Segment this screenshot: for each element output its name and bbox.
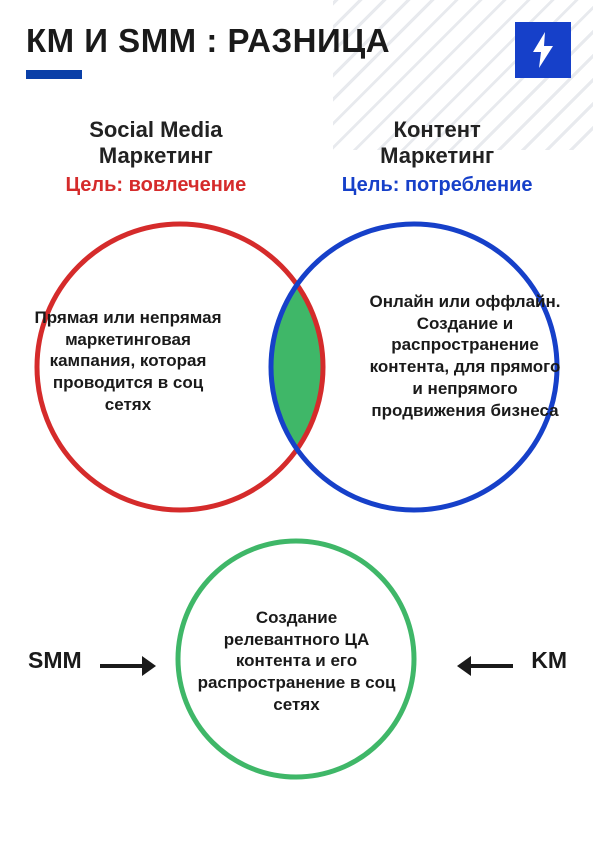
bottom-left-label: SMM [28, 647, 82, 674]
left-title-line2: Маркетинг [99, 143, 213, 168]
right-column-heading: Контент Маркетинг Цель: потребление [307, 117, 567, 197]
left-column-heading: Social Media Маркетинг Цель: вовлечение [26, 117, 286, 197]
content: Social Media Маркетинг Цель: вовлечение … [0, 117, 593, 789]
venn-diagram: Прямая или непрямая маркетинговая кампан… [26, 209, 567, 529]
arrow-right-icon [98, 651, 158, 681]
left-title: Social Media Маркетинг [26, 117, 286, 170]
left-title-line1: Social Media [89, 117, 222, 142]
logo-badge [515, 22, 571, 78]
left-goal: Цель: вовлечение [26, 174, 286, 197]
right-circle-text: Онлайн или оффлайн. Создание и распростр… [365, 291, 565, 422]
header: КМ И SMM : РАЗНИЦА [0, 0, 593, 79]
page-title: КМ И SMM : РАЗНИЦА [26, 22, 567, 60]
right-title: Контент Маркетинг [307, 117, 567, 170]
bottom-diagram: SMM KM Создание релевантного ЦА контента… [26, 529, 567, 789]
right-title-line1: Контент [394, 117, 481, 142]
left-circle-text: Прямая или непрямая маркетинговая кампан… [28, 307, 228, 416]
bottom-circle-text: Создание релевантного ЦА контента и его … [197, 607, 397, 716]
right-title-line2: Маркетинг [380, 143, 494, 168]
title-underline [26, 70, 82, 79]
bolt-icon [529, 30, 557, 70]
column-headings: Social Media Маркетинг Цель: вовлечение … [26, 117, 567, 197]
right-goal: Цель: потребление [307, 174, 567, 197]
bottom-right-label: KM [531, 647, 567, 674]
arrow-left-icon [455, 651, 515, 681]
